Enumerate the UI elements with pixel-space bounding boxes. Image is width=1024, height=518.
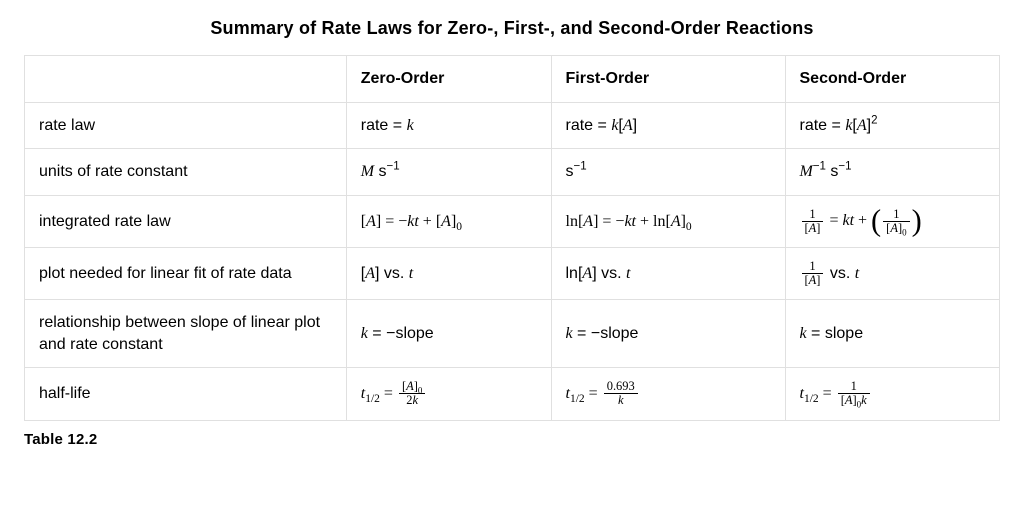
cell-units-first: s−1 xyxy=(551,149,785,196)
cell-units-zero: M s−1 xyxy=(346,149,551,196)
cell-plot-second: 1[A] vs. t xyxy=(785,247,1000,299)
cell-slope-zero: k = −slope xyxy=(346,300,551,368)
table-row: relationship between slope of linear plo… xyxy=(25,300,1000,368)
cell-plot-first: ln[A] vs. t xyxy=(551,247,785,299)
table-row: rate law rate = k rate = k[A] rate = k[A… xyxy=(25,102,1000,149)
row-label: units of rate constant xyxy=(25,149,347,196)
table-header-row: Zero-Order First-Order Second-Order xyxy=(25,56,1000,103)
header-blank xyxy=(25,56,347,103)
row-label: rate law xyxy=(25,102,347,149)
cell-halflife-first: t1/2 = 0.693k xyxy=(551,368,785,420)
row-label: half-life xyxy=(25,368,347,420)
cell-integrated-first: ln[A] = −kt + ln[A]0 xyxy=(551,195,785,247)
cell-halflife-second: t1/2 = 1[A]0k xyxy=(785,368,1000,420)
table-row: half-life t1/2 = [A]02k t1/2 = 0.693k t1… xyxy=(25,368,1000,420)
page-title: Summary of Rate Laws for Zero-, First-, … xyxy=(24,18,1000,39)
row-label: relationship between slope of linear plo… xyxy=(25,300,347,368)
cell-rate-law-second: rate = k[A]2 xyxy=(785,102,1000,149)
cell-integrated-zero: [A] = −kt + [A]0 xyxy=(346,195,551,247)
table-row: integrated rate law [A] = −kt + [A]0 ln[… xyxy=(25,195,1000,247)
cell-plot-zero: [A] vs. t xyxy=(346,247,551,299)
cell-units-second: M−1 s−1 xyxy=(785,149,1000,196)
header-zero: Zero-Order xyxy=(346,56,551,103)
cell-integrated-second: 1[A] = kt + (1[A]0) xyxy=(785,195,1000,247)
cell-slope-first: k = −slope xyxy=(551,300,785,368)
table-row: units of rate constant M s−1 s−1 M−1 s−1 xyxy=(25,149,1000,196)
cell-slope-second: k = slope xyxy=(785,300,1000,368)
rate-laws-table: Zero-Order First-Order Second-Order rate… xyxy=(24,55,1000,421)
cell-rate-law-zero: rate = k xyxy=(346,102,551,149)
table-caption: Table 12.2 xyxy=(24,431,1000,448)
row-label: plot needed for linear fit of rate data xyxy=(25,247,347,299)
cell-halflife-zero: t1/2 = [A]02k xyxy=(346,368,551,420)
header-second: Second-Order xyxy=(785,56,1000,103)
row-label: integrated rate law xyxy=(25,195,347,247)
header-first: First-Order xyxy=(551,56,785,103)
table-row: plot needed for linear fit of rate data … xyxy=(25,247,1000,299)
cell-rate-law-first: rate = k[A] xyxy=(551,102,785,149)
